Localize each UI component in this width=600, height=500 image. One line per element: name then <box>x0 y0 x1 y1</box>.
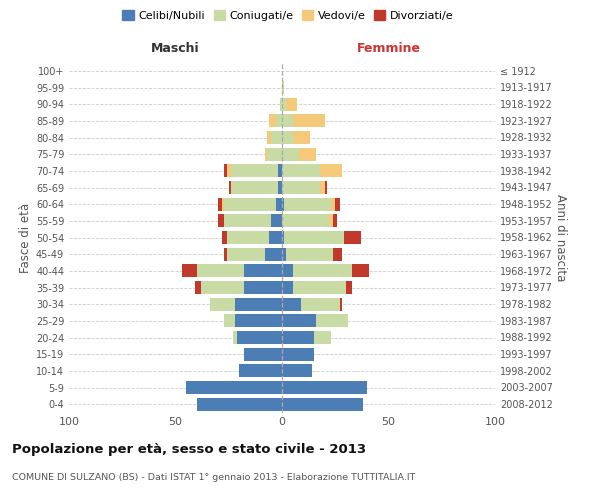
Bar <box>282 198 284 210</box>
Bar <box>282 398 363 410</box>
Bar <box>265 248 282 260</box>
Bar <box>224 214 271 228</box>
Bar <box>218 214 224 228</box>
Bar <box>293 131 310 144</box>
Bar <box>197 398 282 410</box>
Bar <box>282 231 284 244</box>
Bar <box>278 181 282 194</box>
Bar <box>235 314 282 328</box>
Bar <box>227 231 269 244</box>
Bar <box>282 98 286 110</box>
Bar <box>244 348 282 360</box>
Bar <box>282 298 301 310</box>
Bar <box>229 181 231 194</box>
Bar <box>209 298 235 310</box>
Bar <box>227 248 265 260</box>
Bar <box>233 331 237 344</box>
Text: COMUNE DI SULZANO (BS) - Dati ISTAT 1° gennaio 2013 - Elaborazione TUTTITALIA.IT: COMUNE DI SULZANO (BS) - Dati ISTAT 1° g… <box>12 472 415 482</box>
Bar <box>282 248 286 260</box>
Bar <box>201 281 244 294</box>
Bar <box>325 181 327 194</box>
Bar <box>231 181 278 194</box>
Bar <box>293 264 352 278</box>
Bar <box>239 364 282 378</box>
Y-axis label: Anni di nascita: Anni di nascita <box>554 194 566 281</box>
Bar <box>299 148 316 160</box>
Bar <box>352 264 370 278</box>
Bar <box>282 264 293 278</box>
Bar <box>275 198 282 210</box>
Bar <box>278 164 282 177</box>
Bar <box>223 198 224 210</box>
Bar <box>284 231 344 244</box>
Bar <box>265 148 267 160</box>
Bar <box>244 264 282 278</box>
Bar <box>218 198 223 210</box>
Bar <box>344 231 361 244</box>
Bar <box>286 248 333 260</box>
Bar <box>224 314 235 328</box>
Bar <box>235 298 282 310</box>
Bar <box>293 114 325 128</box>
Bar <box>227 164 231 177</box>
Bar <box>197 264 244 278</box>
Bar <box>186 381 282 394</box>
Bar <box>282 331 314 344</box>
Bar <box>282 381 367 394</box>
Bar <box>335 198 340 210</box>
Bar <box>293 281 346 294</box>
Bar <box>267 131 271 144</box>
Bar <box>282 164 320 177</box>
Bar <box>182 264 197 278</box>
Bar <box>282 214 329 228</box>
Bar <box>282 131 293 144</box>
Text: Popolazione per età, sesso e stato civile - 2013: Popolazione per età, sesso e stato civil… <box>12 442 366 456</box>
Bar <box>269 231 282 244</box>
Y-axis label: Fasce di età: Fasce di età <box>19 202 32 272</box>
Bar <box>275 114 282 128</box>
Bar <box>284 198 331 210</box>
Bar <box>282 114 293 128</box>
Bar <box>301 298 340 310</box>
Bar <box>282 148 299 160</box>
Bar <box>314 331 331 344</box>
Bar <box>231 164 278 177</box>
Bar <box>269 114 275 128</box>
Bar <box>224 164 227 177</box>
Bar <box>223 231 227 244</box>
Bar <box>329 214 333 228</box>
Bar <box>331 198 335 210</box>
Bar <box>316 314 348 328</box>
Bar <box>282 348 314 360</box>
Bar <box>271 131 282 144</box>
Bar <box>340 298 341 310</box>
Bar <box>282 81 284 94</box>
Bar <box>244 281 282 294</box>
Bar <box>224 248 227 260</box>
Bar <box>286 98 297 110</box>
Bar <box>282 364 312 378</box>
Bar <box>333 214 337 228</box>
Bar <box>224 198 275 210</box>
Bar <box>282 281 293 294</box>
Bar <box>282 314 316 328</box>
Bar <box>320 164 341 177</box>
Bar <box>280 98 282 110</box>
Bar <box>237 331 282 344</box>
Text: Femmine: Femmine <box>356 42 421 56</box>
Bar <box>267 148 282 160</box>
Bar <box>282 181 320 194</box>
Bar <box>333 248 341 260</box>
Bar <box>320 181 325 194</box>
Legend: Celibi/Nubili, Coniugati/e, Vedovi/e, Divorziati/e: Celibi/Nubili, Coniugati/e, Vedovi/e, Di… <box>118 6 458 25</box>
Bar <box>271 214 282 228</box>
Text: Maschi: Maschi <box>151 42 200 56</box>
Bar <box>194 281 201 294</box>
Bar <box>346 281 352 294</box>
